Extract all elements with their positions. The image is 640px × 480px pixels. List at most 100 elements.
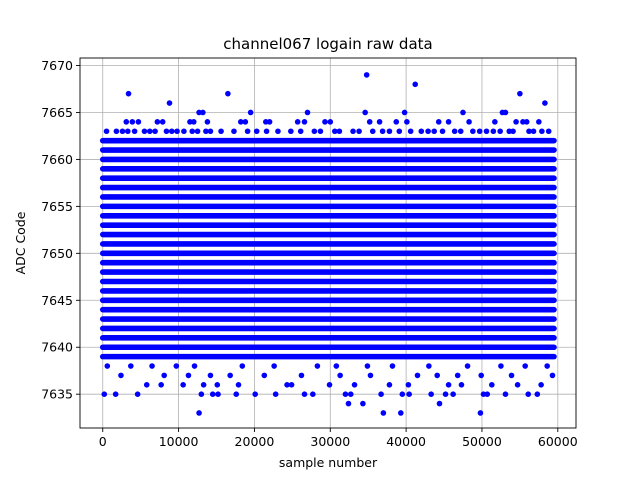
data-point [436,400,443,407]
data-point [173,363,180,369]
data-point [135,119,142,125]
data-point [386,382,393,388]
data-point [272,391,279,397]
data-point [549,372,556,379]
data-point [401,109,408,116]
data-point [200,109,206,116]
data-point [275,128,281,135]
data-point [196,410,202,416]
data-point [207,372,214,379]
data-point [180,382,186,388]
data-point [513,119,519,125]
data-point [207,128,214,135]
data-point [478,372,484,379]
data-point [288,382,295,388]
data-point [141,128,148,135]
data-point [322,119,328,125]
data-point [152,128,158,135]
data-point [356,128,362,135]
data-point [369,128,376,135]
data-point [460,109,466,116]
data-point [445,119,452,125]
data-point [101,391,108,397]
data-point [364,363,371,369]
x-axis-label: sample number [279,455,378,470]
data-point [209,391,216,397]
data-point [263,128,270,135]
data-point [458,382,465,388]
data-point [198,391,205,397]
data-point [544,363,550,369]
y-tick-label: 7670 [41,58,73,73]
data-point [261,372,268,379]
data-point [454,372,461,379]
data-point [134,391,141,397]
data-point [159,119,166,125]
data-point [103,128,110,135]
data-point [431,128,437,135]
data-point [362,109,368,116]
y-tick-label: 7665 [41,105,73,120]
data-point [510,128,516,135]
data-point [237,119,244,125]
data-points [99,72,557,416]
data-point [347,391,354,397]
data-point [294,119,301,125]
x-tick-label: 30000 [310,434,350,449]
data-point [191,363,198,369]
data-point [301,119,308,125]
data-point [336,128,343,135]
data-point [539,128,545,135]
data-point [284,382,290,388]
data-point [523,119,530,125]
data-point [489,382,495,388]
data-point [225,90,231,97]
data-point [538,382,544,388]
x-tick-label: 50000 [462,434,502,449]
x-axis-ticks: 0 10000 20000 30000 40000 50000 60000 [99,428,578,449]
x-tick-label: 60000 [538,434,578,449]
data-point [376,119,383,125]
data-point [514,382,521,388]
data-point [497,128,503,135]
data-point [445,382,452,388]
data-point [398,410,404,416]
data-point [525,391,532,397]
data-point [379,128,386,135]
data-point [143,382,150,388]
data-point [125,90,132,97]
data-point [247,109,254,116]
data-point [194,128,201,135]
data-point [314,363,321,369]
data-point [464,363,471,369]
x-tick-label: 40000 [386,434,426,449]
data-point [168,128,175,135]
data-point [536,119,542,125]
data-point [428,391,434,397]
data-point [502,109,509,116]
data-point [412,81,419,88]
data-point [298,372,305,379]
data-point [360,400,366,407]
data-point [161,372,167,379]
data-point [350,128,356,135]
data-point [128,363,134,369]
data-point [297,128,304,135]
data-point [190,119,197,125]
data-point [492,119,498,125]
data-point [367,372,374,379]
y-axis-label: ADC Code [13,211,28,274]
data-point [149,363,155,369]
y-tick-label: 7660 [41,152,73,167]
data-point [351,382,358,388]
data-point [231,128,237,135]
data-point [163,128,170,135]
data-point [227,372,233,379]
data-point [530,128,537,135]
data-point [404,119,410,125]
data-point [451,128,458,135]
data-point [333,363,340,369]
data-point [146,128,153,135]
data-point [185,372,192,379]
